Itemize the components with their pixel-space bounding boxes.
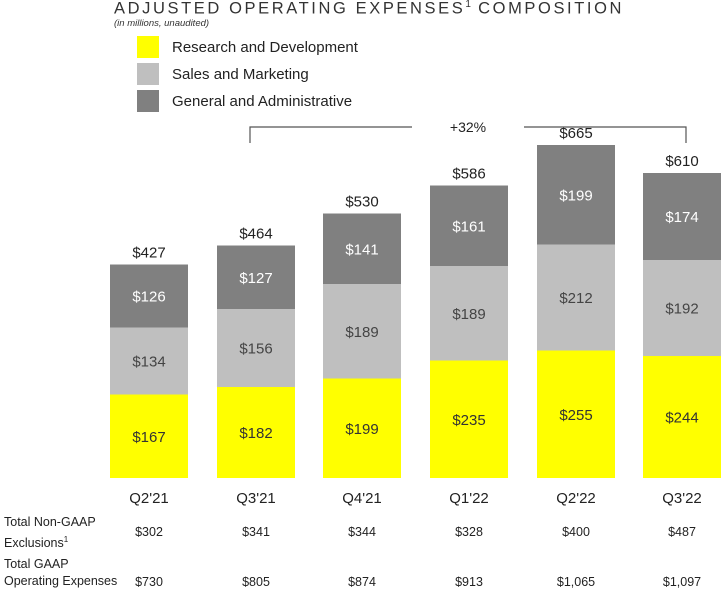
non-gaap-cell-5: $487 <box>668 525 696 539</box>
gaap-label-line2: Operating Expenses <box>4 574 118 588</box>
total-label-2: $530 <box>345 194 378 211</box>
non-gaap-label-footnote: 1 <box>63 535 69 544</box>
non-gaap-cell-1: $341 <box>242 525 270 539</box>
legend-label-ga: General and Administrative <box>172 92 353 110</box>
bar-rd-5 <box>643 356 721 478</box>
chart-title-main: ADJUSTED OPERATING EXPENSES <box>114 0 466 18</box>
legend-item-ga: General and Administrative <box>137 89 352 113</box>
bar-label-sm-1: $156 <box>239 341 272 358</box>
bar-label-ga-4: $199 <box>559 187 592 204</box>
non-gaap-cell-0: $302 <box>135 525 163 539</box>
bar-rd-2 <box>323 378 401 478</box>
bar-label-sm-2: $189 <box>345 324 378 341</box>
bar-label-rd-4: $255 <box>559 407 592 424</box>
growth-bracket-right <box>524 126 687 143</box>
bar-ga-3 <box>430 185 508 266</box>
gaap-cell-0: $730 <box>135 575 163 589</box>
gaap-cell-2: $874 <box>348 575 376 589</box>
bar-label-ga-0: $126 <box>132 289 165 306</box>
bar-label-ga-5: $174 <box>665 209 698 226</box>
bar-ga-4 <box>537 145 615 245</box>
bar-ga-2 <box>323 213 401 284</box>
gaap-cell-3: $913 <box>455 575 483 589</box>
total-label-3: $586 <box>452 166 485 183</box>
chart-subtitle: (in millions, unaudited) <box>114 18 210 29</box>
bar-label-rd-3: $235 <box>452 412 485 429</box>
legend-item-rd: Research and Development <box>137 35 358 59</box>
category-label-0: Q2'21 <box>129 490 169 507</box>
bar-sm-3 <box>430 266 508 361</box>
non-gaap-cell-3: $328 <box>455 525 483 539</box>
non-gaap-cell-2: $344 <box>348 525 376 539</box>
growth-bracket-left <box>249 126 412 143</box>
category-label-1: Q3'21 <box>236 490 276 507</box>
category-label-4: Q2'22 <box>556 490 596 507</box>
bar-sm-5 <box>643 260 721 356</box>
total-label-4: $665 <box>559 125 592 142</box>
non-gaap-label-line1: Total Non-GAAP <box>4 515 96 529</box>
bar-label-rd-2: $199 <box>345 421 378 438</box>
bar-rd-1 <box>217 387 295 478</box>
bar-label-ga-3: $161 <box>452 218 485 235</box>
gaap-cell-4: $1,065 <box>556 575 596 589</box>
bar-label-sm-3: $189 <box>452 306 485 323</box>
bar-label-rd-5: $244 <box>665 410 698 427</box>
chart-title: ADJUSTED OPERATING EXPENSES1 COMPOSITION <box>114 0 624 19</box>
bar-ga-1 <box>217 245 295 309</box>
legend-item-sm: Sales and Marketing <box>137 62 309 86</box>
bar-sm-2 <box>323 284 401 379</box>
bar-label-rd-1: $182 <box>239 425 272 442</box>
table-row-label-gaap: Total GAAP Operating Expenses <box>4 556 117 590</box>
bar-sm-0 <box>110 327 188 395</box>
chart-title-footnote: 1 <box>465 0 471 10</box>
gaap-cell-5: $1,097 <box>662 575 702 589</box>
bar-label-sm-4: $212 <box>559 290 592 307</box>
category-label-5: Q3'22 <box>662 490 702 507</box>
bar-label-rd-0: $167 <box>132 429 165 446</box>
bar-ga-5 <box>643 173 721 260</box>
bar-label-sm-5: $192 <box>665 301 698 318</box>
total-label-5: $610 <box>665 153 698 170</box>
non-gaap-label-line2: Exclusions <box>4 536 64 551</box>
gaap-cell-1: $805 <box>242 575 270 589</box>
total-label-0: $427 <box>132 245 165 262</box>
growth-label: +32% <box>450 119 486 135</box>
bar-ga-0 <box>110 264 188 328</box>
category-label-3: Q1'22 <box>449 490 489 507</box>
bar-label-sm-0: $134 <box>132 354 165 371</box>
legend-label-sm: Sales and Marketing <box>172 65 309 83</box>
bar-label-ga-2: $141 <box>345 241 378 258</box>
legend-swatch-sm <box>137 63 159 85</box>
bar-rd-3 <box>430 360 508 478</box>
category-label-2: Q4'21 <box>342 490 382 507</box>
legend-swatch-rd <box>137 36 159 58</box>
table-row-label-non-gaap: Total Non-GAAP Exclusions1 <box>4 514 96 552</box>
total-label-1: $464 <box>239 226 272 243</box>
legend-swatch-ga <box>137 90 159 112</box>
legend-label-rd: Research and Development <box>172 38 358 56</box>
bar-sm-1 <box>217 309 295 387</box>
non-gaap-cell-4: $400 <box>562 525 590 539</box>
bar-rd-0 <box>110 394 188 478</box>
bar-sm-4 <box>537 244 615 351</box>
gaap-label-line1: Total GAAP <box>4 557 69 571</box>
bar-label-ga-1: $127 <box>239 270 272 287</box>
bar-rd-4 <box>537 350 615 478</box>
chart-title-tail: COMPOSITION <box>470 0 625 18</box>
